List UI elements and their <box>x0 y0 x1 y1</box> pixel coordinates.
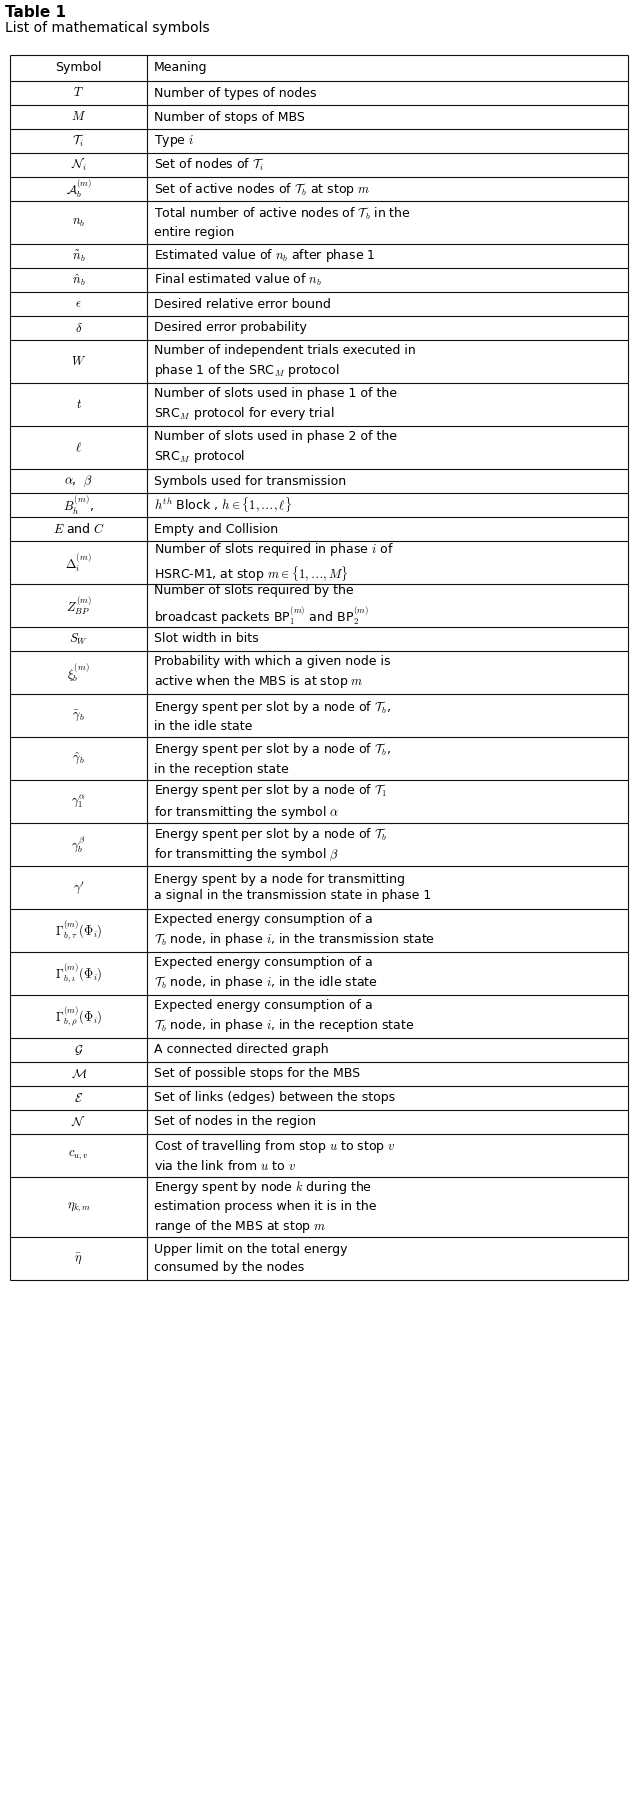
Text: Set of links (edges) between the stops: Set of links (edges) between the stops <box>154 1091 396 1105</box>
Text: $E$ and $C$: $E$ and $C$ <box>52 522 105 536</box>
Text: $\mathcal{G}$: $\mathcal{G}$ <box>74 1044 84 1057</box>
Text: $\Gamma_{b,\rho}^{(m)}(\Phi_i)$: $\Gamma_{b,\rho}^{(m)}(\Phi_i)$ <box>55 1004 102 1028</box>
Text: Energy spent by a node for transmitting
a signal in the transmission state in ph: Energy spent by a node for transmitting … <box>154 873 431 902</box>
Text: $\Gamma_{b,\tau}^{(m)}(\Phi_i)$: $\Gamma_{b,\tau}^{(m)}(\Phi_i)$ <box>55 918 102 943</box>
Text: $\bar{\eta}$: $\bar{\eta}$ <box>75 1251 83 1265</box>
Text: $W$: $W$ <box>71 355 86 367</box>
Text: Number of slots required by the
broadcast packets BP$_1^{(m)}$ and BP$_2^{(m)}$: Number of slots required by the broadcas… <box>154 585 369 626</box>
Text: $\mathcal{E}$: $\mathcal{E}$ <box>74 1091 83 1105</box>
Text: $\gamma_b^{\beta}$: $\gamma_b^{\beta}$ <box>71 835 86 855</box>
Text: $\epsilon$: $\epsilon$ <box>75 297 82 310</box>
Text: Table 1: Table 1 <box>5 5 66 20</box>
Text: Energy spent per slot by a node of $\mathcal{T}_b$,
in the idle state: Energy spent per slot by a node of $\mat… <box>154 698 391 733</box>
Text: Energy spent by node $k$ during the
estimation process when it is in the
range o: Energy spent by node $k$ during the esti… <box>154 1179 376 1235</box>
Text: $\eta_{k,m}$: $\eta_{k,m}$ <box>66 1201 91 1213</box>
Text: Total number of active nodes of $\mathcal{T}_b$ in the
entire region: Total number of active nodes of $\mathca… <box>154 205 411 239</box>
Text: List of mathematical symbols: List of mathematical symbols <box>5 22 210 34</box>
Text: Symbol: Symbol <box>56 61 102 74</box>
Text: Set of nodes in the region: Set of nodes in the region <box>154 1116 316 1129</box>
Text: Energy spent per slot by a node of $\mathcal{T}_b$,
in the reception state: Energy spent per slot by a node of $\mat… <box>154 742 391 776</box>
Text: $\bar{\gamma}_b$: $\bar{\gamma}_b$ <box>72 709 85 722</box>
Text: $\mathcal{T}_i$: $\mathcal{T}_i$ <box>72 133 85 149</box>
Text: Meaning: Meaning <box>154 61 208 74</box>
Text: Estimated value of $n_b$ after phase 1: Estimated value of $n_b$ after phase 1 <box>154 247 376 265</box>
Text: $\mathcal{N}_i$: $\mathcal{N}_i$ <box>71 157 87 173</box>
Text: Expected energy consumption of a
$\mathcal{T}_b$ node, in phase $i$, in the tran: Expected energy consumption of a $\mathc… <box>154 913 435 949</box>
Text: Set of active nodes of $\mathcal{T}_b$ at stop $m$: Set of active nodes of $\mathcal{T}_b$ a… <box>154 180 371 198</box>
Text: $h^{th}$ Block , $h \in \{1, \ldots, \ell\}$: $h^{th}$ Block , $h \in \{1, \ldots, \el… <box>154 495 292 515</box>
Text: $B_h^{(m)}$,: $B_h^{(m)}$, <box>63 493 94 517</box>
Text: $\xi_b^{(m)}$: $\xi_b^{(m)}$ <box>68 661 90 684</box>
Text: $\mathbf{\mathit{M}}$: $\mathbf{\mathit{M}}$ <box>71 110 86 124</box>
Text: Number of slots used in phase 2 of the
SRC$_M$ protocol: Number of slots used in phase 2 of the S… <box>154 430 397 464</box>
Text: Set of nodes of $\mathcal{T}_i$: Set of nodes of $\mathcal{T}_i$ <box>154 157 265 173</box>
Text: Number of independent trials executed in
phase 1 of the SRC$_M$ protocol: Number of independent trials executed in… <box>154 344 416 380</box>
Text: $\ell$: $\ell$ <box>75 441 82 454</box>
Text: Number of stops of MBS: Number of stops of MBS <box>154 110 305 124</box>
Text: $\mathbf{\mathit{T}}$: $\mathbf{\mathit{T}}$ <box>73 86 84 99</box>
Text: A connected directed graph: A connected directed graph <box>154 1044 329 1057</box>
Text: Energy spent per slot by a node of $\mathcal{T}_b$
for transmitting the symbol $: Energy spent per slot by a node of $\mat… <box>154 826 387 864</box>
Text: $n_b$: $n_b$ <box>72 216 85 229</box>
Text: $\Delta_i^{(m)}$: $\Delta_i^{(m)}$ <box>65 551 92 574</box>
Text: Number of slots required in phase $i$ of
HSRC-M1, at stop $m \in \{1, \ldots, M\: Number of slots required in phase $i$ of… <box>154 542 394 583</box>
Text: Expected energy consumption of a
$\mathcal{T}_b$ node, in phase $i$, in the rece: Expected energy consumption of a $\mathc… <box>154 999 415 1033</box>
Text: Final estimated value of $n_b$: Final estimated value of $n_b$ <box>154 272 322 288</box>
Text: $\Gamma_{b,\iota}^{(m)}(\Phi_i)$: $\Gamma_{b,\iota}^{(m)}(\Phi_i)$ <box>55 961 102 985</box>
Text: Number of types of nodes: Number of types of nodes <box>154 86 316 99</box>
Text: $\mathcal{N}$: $\mathcal{N}$ <box>71 1116 86 1129</box>
Text: $\hat{\gamma}_b$: $\hat{\gamma}_b$ <box>72 751 85 767</box>
Text: $\mathcal{M}$: $\mathcal{M}$ <box>71 1067 87 1080</box>
Text: $\gamma'$: $\gamma'$ <box>73 878 84 896</box>
Text: $\mathcal{A}_b^{(m)}$: $\mathcal{A}_b^{(m)}$ <box>66 178 92 200</box>
Text: $Z_{BP}^{(m)}$: $Z_{BP}^{(m)}$ <box>66 594 91 617</box>
Text: Probability with which a given node is
active when the MBS is at stop $m$: Probability with which a given node is a… <box>154 655 390 689</box>
Text: Energy spent per slot by a node of $\mathcal{T}_1$
for transmitting the symbol $: Energy spent per slot by a node of $\mat… <box>154 781 387 821</box>
Text: Upper limit on the total energy
consumed by the nodes: Upper limit on the total energy consumed… <box>154 1244 348 1274</box>
Text: $\hat{n}_b$: $\hat{n}_b$ <box>71 272 85 288</box>
Text: $\alpha$,  $\beta$: $\alpha$, $\beta$ <box>64 473 93 488</box>
Text: $\tilde{n}_b$: $\tilde{n}_b$ <box>71 248 85 263</box>
Text: $\delta$: $\delta$ <box>75 322 82 335</box>
Text: Slot width in bits: Slot width in bits <box>154 632 259 646</box>
Text: Type $i$: Type $i$ <box>154 133 195 149</box>
Text: Expected energy consumption of a
$\mathcal{T}_b$ node, in phase $i$, in the idle: Expected energy consumption of a $\mathc… <box>154 956 378 990</box>
Text: Empty and Collision: Empty and Collision <box>154 522 278 536</box>
Text: $t$: $t$ <box>75 398 82 410</box>
Text: Desired error probability: Desired error probability <box>154 322 307 335</box>
Text: $c_{u,v}$: $c_{u,v}$ <box>68 1148 89 1163</box>
Text: $\gamma_1^{\alpha}$: $\gamma_1^{\alpha}$ <box>71 794 86 810</box>
Text: Desired relative error bound: Desired relative error bound <box>154 297 331 310</box>
Text: Symbols used for transmission: Symbols used for transmission <box>154 475 346 488</box>
Text: Number of slots used in phase 1 of the
SRC$_M$ protocol for every trial: Number of slots used in phase 1 of the S… <box>154 387 397 421</box>
Text: Set of possible stops for the MBS: Set of possible stops for the MBS <box>154 1067 360 1080</box>
Text: Cost of travelling from stop $u$ to stop $v$
via the link from $u$ to $v$: Cost of travelling from stop $u$ to stop… <box>154 1138 396 1174</box>
Text: $S_W$: $S_W$ <box>69 632 88 646</box>
